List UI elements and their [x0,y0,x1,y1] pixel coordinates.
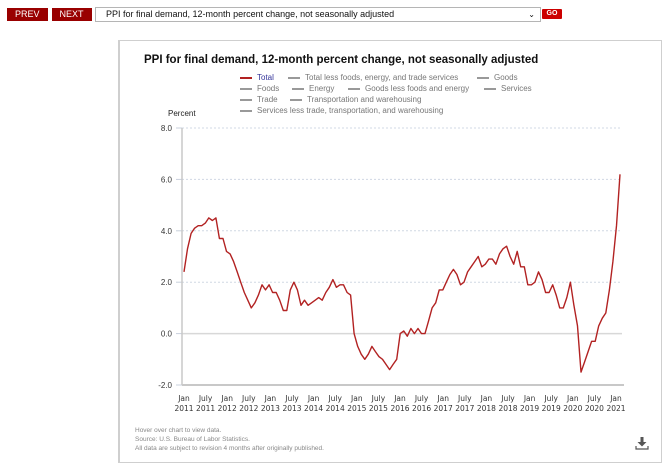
x-tick-label-year: 2020 [563,404,582,413]
x-axis-ticks: Jan2011July2011Jan2012July2012Jan2013Jul… [174,394,625,413]
x-tick-label-month: Jan [264,394,277,403]
x-tick-label-month: Jan [177,394,190,403]
x-tick-label-month: Jan [523,394,536,403]
axes [181,128,624,386]
chevron-down-icon: ⌄ [528,10,535,19]
x-tick-label-year: 2013 [261,404,280,413]
legend-swatch [288,77,300,79]
x-tick-label-year: 2015 [347,404,366,413]
legend-swatch [348,88,360,90]
x-tick-label-month: Jan [307,394,320,403]
y-tick-label: 0.0 [161,330,173,339]
x-tick-label-year: 2011 [196,404,215,413]
x-tick-label-year: 2012 [218,404,237,413]
legend-item-trade[interactable]: Trade [240,95,278,104]
x-tick-label-month: Jan [350,394,363,403]
x-tick-label-year: 2018 [498,404,517,413]
x-tick-label-month: July [284,394,299,403]
chart-panel: PPI for final demand, 12-month percent c… [118,40,662,463]
legend-item-goods[interactable]: Goods [477,73,518,82]
legend-item-transportation-warehousing[interactable]: Transportation and warehousing [290,95,421,104]
legend-item-energy[interactable]: Energy [292,84,334,93]
legend-swatch [240,77,252,79]
x-tick-label-month: Jan [566,394,579,403]
legend-item-foods[interactable]: Foods [240,84,279,93]
x-tick-label-month: July [414,394,429,403]
x-tick-label-year: 2011 [174,404,193,413]
series-line-total [183,174,621,373]
chart-title: PPI for final demand, 12-month percent c… [144,54,539,66]
legend-swatch [240,99,252,101]
prev-button[interactable]: PREV [7,7,48,21]
x-tick-label-year: 2017 [455,404,474,413]
x-tick-label-year: 2013 [282,404,301,413]
x-tick-label-month: July [543,394,558,403]
y-axis-ticks: 8.0 6.0 4.0 2.0 0.0 -2.0 [158,124,182,390]
x-tick-label-year: 2015 [369,404,388,413]
legend-item-goods-less-foods-energy[interactable]: Goods less foods and energy [348,84,469,93]
x-tick-label-month: Jan [393,394,406,403]
footnote-source: Source: U.S. Bureau of Labor Statistics. [135,436,250,443]
x-tick-label-year: 2018 [477,404,496,413]
toolbar: PREV NEXT [7,7,96,21]
legend-swatch [477,77,489,79]
footnote-revision: All data are subject to revision 4 month… [135,445,324,452]
x-tick-label-year: 2020 [585,404,604,413]
x-tick-label-month: July [457,394,472,403]
legend-swatch [292,88,304,90]
series-lines [183,174,621,373]
next-button[interactable]: NEXT [51,7,92,21]
series-select-value: PPI for final demand, 12-month percent c… [106,9,395,19]
x-tick-label-month: July [587,394,602,403]
go-button[interactable]: GO [542,9,562,19]
download-button[interactable] [635,436,649,450]
x-tick-label-month: Jan [609,394,622,403]
x-tick-label-year: 2016 [412,404,431,413]
y-axis-label: Percent [168,109,196,118]
x-tick-label-month: July [371,394,386,403]
y-tick-label: 8.0 [161,124,173,133]
legend-item-total-less-foods-energy-trade[interactable]: Total less foods, energy, and trade serv… [288,73,458,82]
legend-swatch [290,99,302,101]
x-tick-label-year: 2019 [542,404,561,413]
x-tick-label-year: 2021 [606,404,625,413]
x-tick-label-month: Jan [480,394,493,403]
x-tick-label-month: July [500,394,515,403]
y-tick-label: -2.0 [158,381,172,390]
legend-item-services[interactable]: Services [484,84,532,93]
legend-swatch [484,88,496,90]
x-tick-label-year: 2012 [239,404,258,413]
x-tick-label-year: 2016 [390,404,409,413]
gridlines [182,127,622,335]
download-icon [635,437,649,450]
x-tick-label-year: 2014 [304,404,323,413]
y-tick-label: 4.0 [161,227,173,236]
x-tick-label-year: 2017 [434,404,453,413]
chart-footnotes: Hover over chart to view data. Source: U… [135,426,324,453]
legend-swatch [240,110,252,112]
y-tick-label: 6.0 [161,175,173,184]
x-tick-label-month: July [198,394,213,403]
footnote-hover: Hover over chart to view data. [135,427,222,434]
legend-item-services-less-trade-transport[interactable]: Services less trade, transportation, and… [240,106,443,115]
x-tick-label-month: Jan [436,394,449,403]
legend-item-total[interactable]: Total [240,73,274,82]
legend-swatch [240,88,252,90]
x-tick-label-month: July [327,394,342,403]
x-tick-label-month: Jan [220,394,233,403]
y-tick-label: 2.0 [161,278,173,287]
x-tick-label-year: 2019 [520,404,539,413]
x-tick-label-year: 2014 [326,404,345,413]
x-tick-label-month: July [241,394,256,403]
series-select[interactable]: PPI for final demand, 12-month percent c… [95,7,541,22]
